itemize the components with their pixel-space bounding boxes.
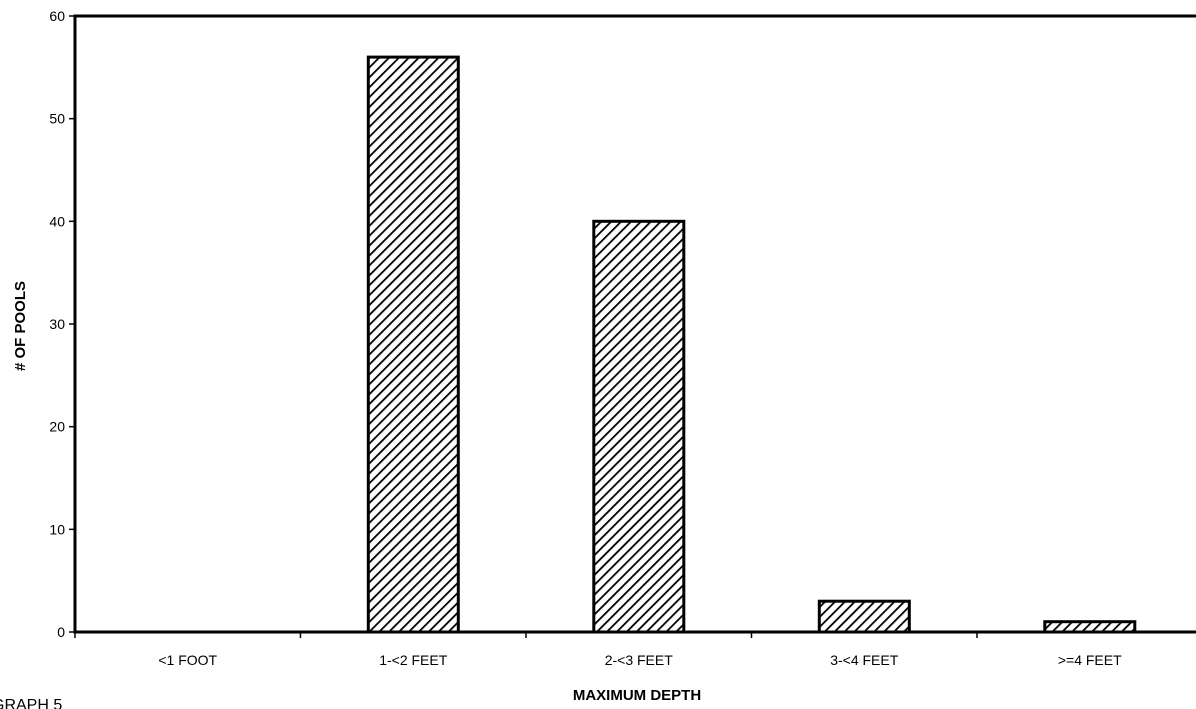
y-tick-label: 60 bbox=[49, 8, 65, 24]
bars-group bbox=[366, 55, 1137, 634]
bar-4 bbox=[1043, 620, 1137, 634]
x-tick-label: 1-<2 FEET bbox=[379, 652, 448, 668]
x-tick-labels: <1 FOOT 1-<2 FEET 2-<3 FEET 3-<4 FEET >=4 FE… bbox=[74, 632, 1122, 668]
bar-3 bbox=[817, 599, 911, 634]
y-tick-label: 0 bbox=[57, 624, 65, 640]
y-tick-label: 10 bbox=[49, 521, 65, 537]
bar-2 bbox=[592, 219, 686, 634]
y-tick-labels: 0 10 20 30 40 50 60 bbox=[49, 8, 75, 640]
y-tick-label: 40 bbox=[49, 213, 65, 229]
x-tick-label: 2-<3 FEET bbox=[605, 652, 674, 668]
y-tick-label: 30 bbox=[49, 316, 65, 332]
bar-1 bbox=[366, 55, 460, 634]
graph-caption: GRAPH 5 bbox=[0, 697, 62, 709]
x-tick-label: <1 FOOT bbox=[158, 652, 217, 668]
x-axis-title: MAXIMUM DEPTH bbox=[573, 687, 701, 704]
x-tick-label: >=4 FEET bbox=[1058, 652, 1122, 668]
y-tick-label: 20 bbox=[49, 419, 65, 435]
y-tick-label: 50 bbox=[49, 111, 65, 127]
y-axis-title: # OF POOLS bbox=[12, 281, 29, 371]
x-tick-label: 3-<4 FEET bbox=[830, 652, 899, 668]
